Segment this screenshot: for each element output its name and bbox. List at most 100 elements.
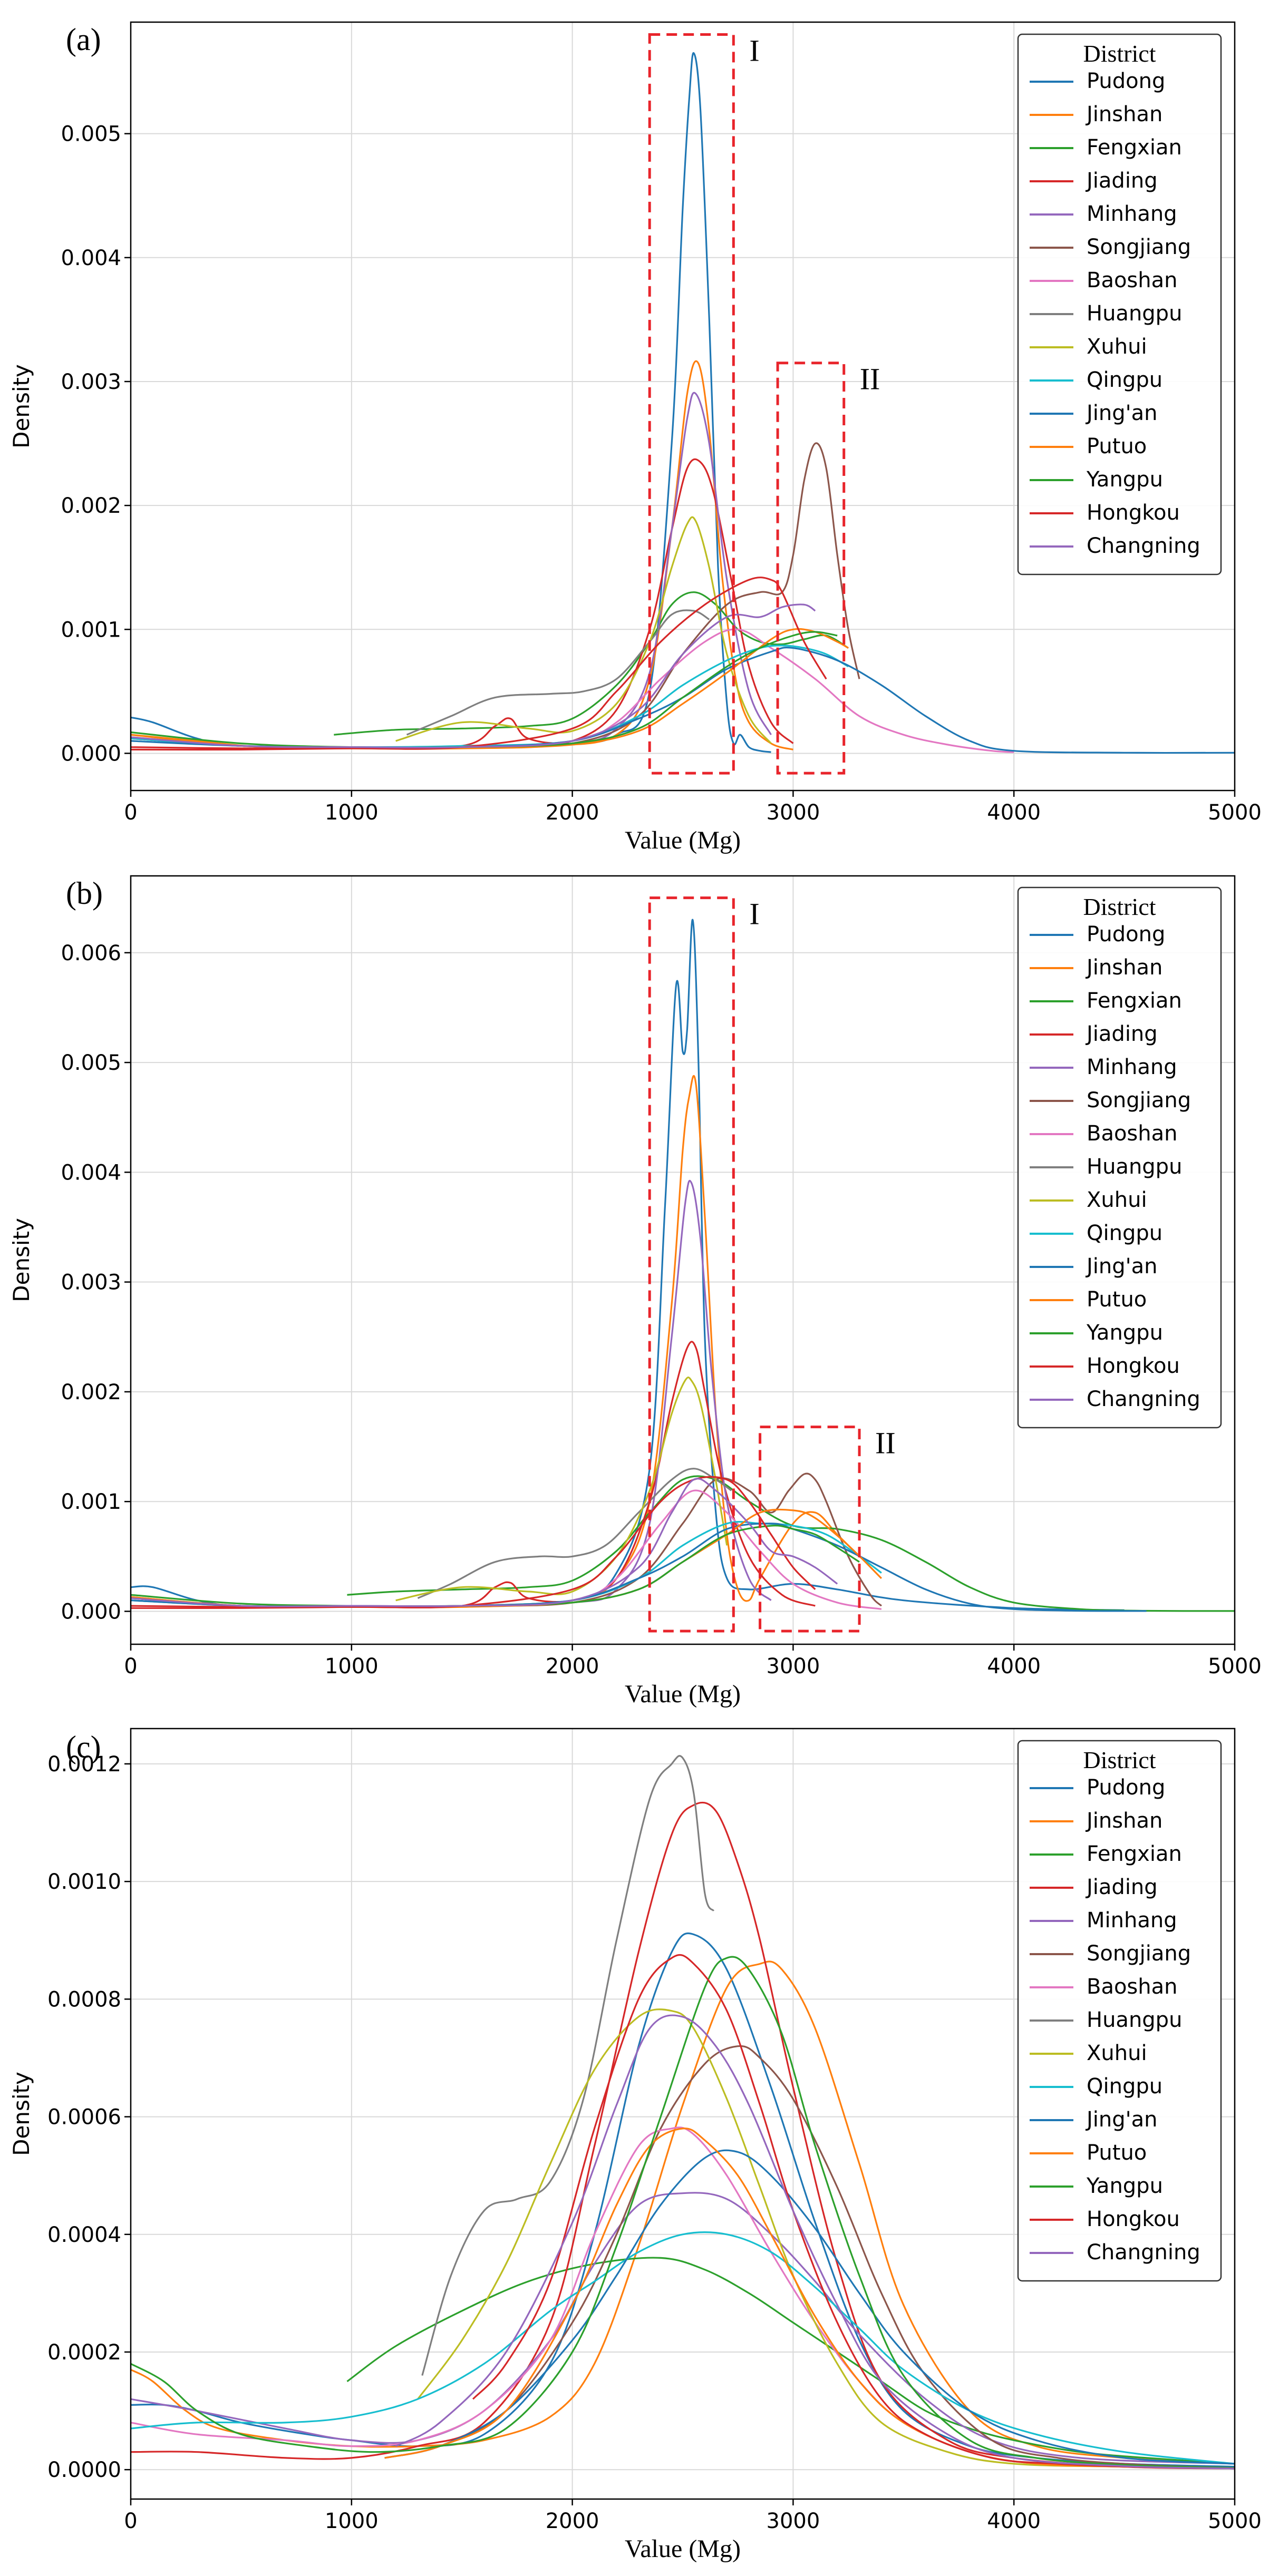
x-tick-label: 0	[124, 2509, 137, 2533]
legend-entry-minhang: Minhang	[1087, 1055, 1177, 1079]
legend-entry-jing-an: Jing'an	[1085, 401, 1158, 425]
series-line-jing-an	[384, 2149, 1235, 2465]
legend-entry-qingpu: Qingpu	[1087, 2074, 1162, 2099]
legend-entry-jiading: Jiading	[1085, 1022, 1158, 1046]
y-axis-label: Density	[8, 364, 34, 448]
x-axis-label: Value (Mg)	[625, 1680, 741, 1708]
x-tick-label: 1000	[325, 1654, 379, 1679]
legend-entry-songjiang: Songjiang	[1087, 235, 1191, 259]
y-tick-label: 0.002	[61, 1380, 121, 1404]
y-tick-label: 0.002	[61, 494, 121, 518]
legend-entry-xuhui: Xuhui	[1087, 335, 1147, 359]
legend-entry-pudong: Pudong	[1087, 922, 1165, 947]
legend-title: District	[1083, 893, 1156, 920]
legend-entry-hongkou: Hongkou	[1087, 2207, 1180, 2231]
y-tick-label: 0.005	[61, 122, 121, 147]
legend-title: District	[1083, 1746, 1156, 1773]
series-group	[131, 919, 1235, 1612]
region-box-i	[648, 33, 735, 775]
plot-frame	[130, 875, 1236, 1645]
series-group	[131, 52, 1235, 754]
legend-entry-putuo: Putuo	[1087, 2141, 1147, 2165]
legend-entry-qingpu: Qingpu	[1087, 1221, 1162, 1245]
plot-frame	[130, 21, 1236, 792]
legend-entry-jinshan: Jinshan	[1085, 955, 1162, 980]
y-tick-label: 0.006	[61, 941, 121, 965]
chart-panel-3: (c) 0 1000 2000 3000 4000 5000 0.0000 0.0002 0.00…	[8, 1728, 1262, 2563]
plot-frame	[130, 1728, 1236, 2500]
legend-entry-pudong: Pudong	[1087, 1775, 1165, 1800]
region-label: II	[860, 362, 880, 396]
region-label: I	[749, 34, 759, 68]
legend-entry-jinshan: Jinshan	[1085, 1809, 1162, 1833]
legend-entry-changning: Changning	[1087, 1387, 1200, 1411]
y-tick-label: 0.0006	[47, 2105, 121, 2130]
x-tick-label: 2000	[546, 1654, 599, 1679]
panel-label: (b)	[66, 876, 103, 911]
legend-entry-huangpu: Huangpu	[1087, 301, 1182, 326]
series-line-huangpu	[406, 609, 710, 736]
x-tick-label: 4000	[987, 2509, 1041, 2533]
legend-frame	[1017, 33, 1222, 575]
legend-entry-minhang: Minhang	[1087, 202, 1177, 226]
series-line-hongkou	[472, 1954, 1235, 2470]
legend-title: District	[1083, 40, 1156, 67]
legend-entry-yangpu: Yangpu	[1086, 2174, 1163, 2198]
legend-entry-changning: Changning	[1087, 534, 1200, 558]
region-box-i	[648, 896, 735, 1633]
legend-entry-jing-an: Jing'an	[1085, 2107, 1158, 2132]
legend-entry-fengxian: Fengxian	[1087, 989, 1182, 1013]
y-axis-label: Density	[8, 2072, 34, 2156]
legend-entry-pudong: Pudong	[1087, 69, 1165, 93]
x-axis-label: Value (Mg)	[625, 826, 741, 854]
series-line-songjiang	[384, 2045, 1235, 2469]
x-tick-label: 5000	[1208, 801, 1262, 825]
series-line-fengxian	[334, 591, 849, 736]
legend-entry-putuo: Putuo	[1087, 1287, 1147, 1312]
region-label: I	[749, 897, 759, 931]
legend-entry-qingpu: Qingpu	[1087, 368, 1162, 392]
legend-entry-songjiang: Songjiang	[1087, 1088, 1191, 1113]
y-tick-label: 0.005	[61, 1051, 121, 1075]
y-tick-label: 0.001	[61, 618, 121, 642]
series-line-fengxian	[347, 1475, 1235, 1612]
x-tick-label: 1000	[325, 2509, 379, 2533]
series-line-minhang	[131, 2192, 1235, 2465]
legend-entry-xuhui: Xuhui	[1087, 2041, 1147, 2065]
series-line-fengxian	[346, 2257, 1235, 2465]
series-line-hongkou	[131, 577, 827, 750]
legend-entry-xuhui: Xuhui	[1087, 1188, 1147, 1212]
y-tick-label: 0.0000	[47, 2458, 121, 2482]
legend-entry-jiading: Jiading	[1085, 169, 1158, 193]
legend-entry-hongkou: Hongkou	[1087, 501, 1180, 525]
legend-entry-putuo: Putuo	[1087, 434, 1147, 458]
series-line-xuhui	[417, 2008, 1235, 2470]
series-line-xuhui	[395, 516, 772, 744]
legend-entry-huangpu: Huangpu	[1087, 2008, 1182, 2032]
series-line-yangpu	[131, 1525, 860, 1607]
series-line-yangpu	[131, 1956, 1235, 2469]
x-tick-label: 4000	[987, 1654, 1041, 1679]
legend-frame	[1017, 886, 1222, 1429]
legend-entry-fengxian: Fengxian	[1087, 135, 1182, 160]
legend-entry-songjiang: Songjiang	[1087, 1941, 1191, 1966]
x-tick-label: 4000	[987, 801, 1041, 825]
series-line-xuhui	[395, 1377, 728, 1602]
series-line-changning	[131, 1478, 838, 1607]
x-tick-label: 5000	[1208, 1654, 1262, 1679]
panel-label: (a)	[66, 22, 101, 57]
legend-entry-jiading: Jiading	[1085, 1875, 1158, 1899]
legend-entry-baoshan: Baoshan	[1087, 1975, 1177, 1999]
legend-entry-baoshan: Baoshan	[1087, 1121, 1177, 1146]
y-tick-label: 0.004	[61, 1160, 121, 1185]
series-line-yangpu	[131, 631, 838, 749]
legend-entry-yangpu: Yangpu	[1086, 1321, 1163, 1345]
x-tick-label: 3000	[767, 2509, 820, 2533]
legend-entry-changning: Changning	[1087, 2240, 1200, 2265]
y-tick-label: 0.0004	[47, 2223, 121, 2247]
series-line-qingpu	[131, 2231, 1235, 2465]
x-tick-label: 5000	[1208, 2509, 1262, 2533]
region-box-ii	[776, 362, 846, 775]
